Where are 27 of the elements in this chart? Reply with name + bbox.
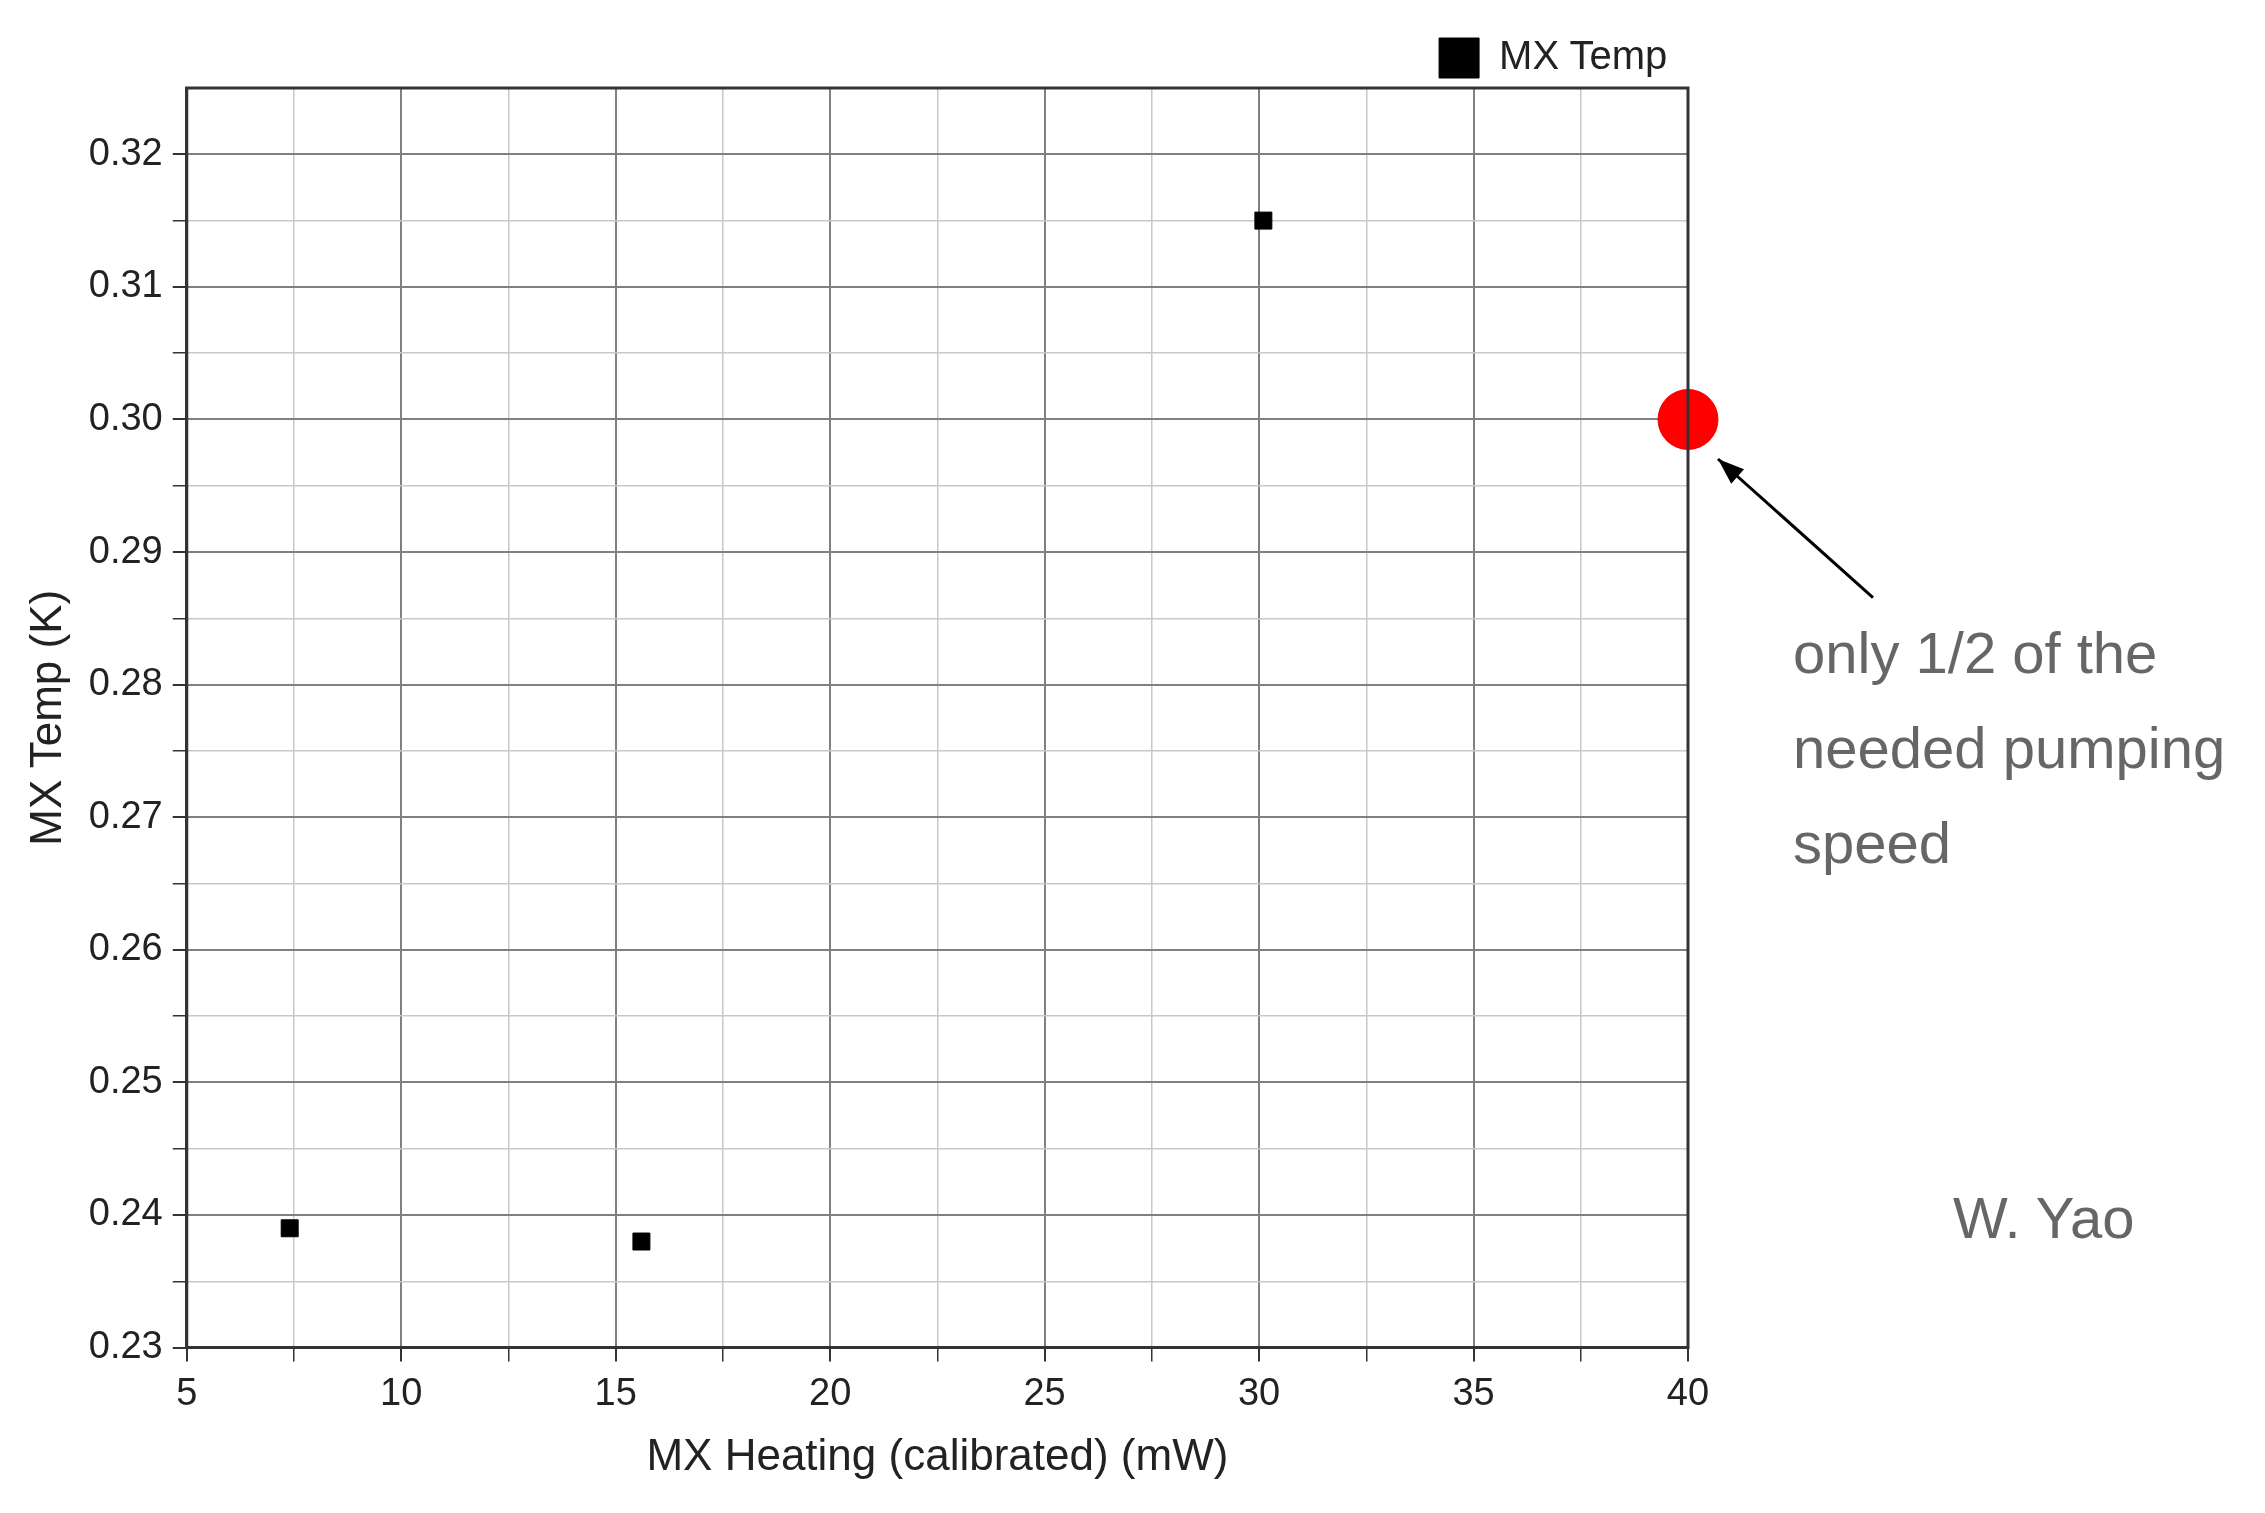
y-tick-label: 0.29	[88, 528, 163, 571]
point	[1254, 211, 1273, 230]
y-tick-label: 0.28	[88, 661, 163, 704]
point	[280, 1219, 299, 1238]
x-tick-label: 10	[380, 1370, 423, 1413]
y-tick-label: 0.24	[88, 1191, 163, 1234]
x-tick-label: 5	[176, 1370, 198, 1413]
legend-label: MX Temp	[1499, 33, 1668, 78]
y-tick-label: 0.27	[88, 793, 163, 836]
x-tick-label: 20	[809, 1370, 852, 1413]
text: only 1/2 of the needed pumping speed	[1793, 620, 2226, 875]
point	[632, 1232, 651, 1251]
x-tick-label: 40	[1666, 1370, 1710, 1413]
y-tick-label: 0.31	[88, 263, 163, 306]
y-tick-label: 0.26	[88, 926, 163, 969]
x-axis-title: MX Heating (calibrated) (mW)	[646, 1429, 1229, 1479]
x-tick-label: 30	[1237, 1370, 1281, 1413]
x-tick-label: 25	[1023, 1370, 1066, 1413]
y-tick-label: 0.23	[88, 1324, 163, 1367]
x-tick-label: 15	[594, 1370, 637, 1413]
text: W. Yao	[1953, 1184, 2135, 1250]
point	[1657, 388, 1719, 450]
y-tick-label: 0.30	[88, 395, 163, 438]
y-tick-label: 0.25	[88, 1058, 163, 1101]
x-tick-label: 35	[1452, 1370, 1495, 1413]
y-tick-label: 0.32	[88, 130, 163, 173]
y-axis-title: MX Temp (K)	[20, 589, 70, 846]
